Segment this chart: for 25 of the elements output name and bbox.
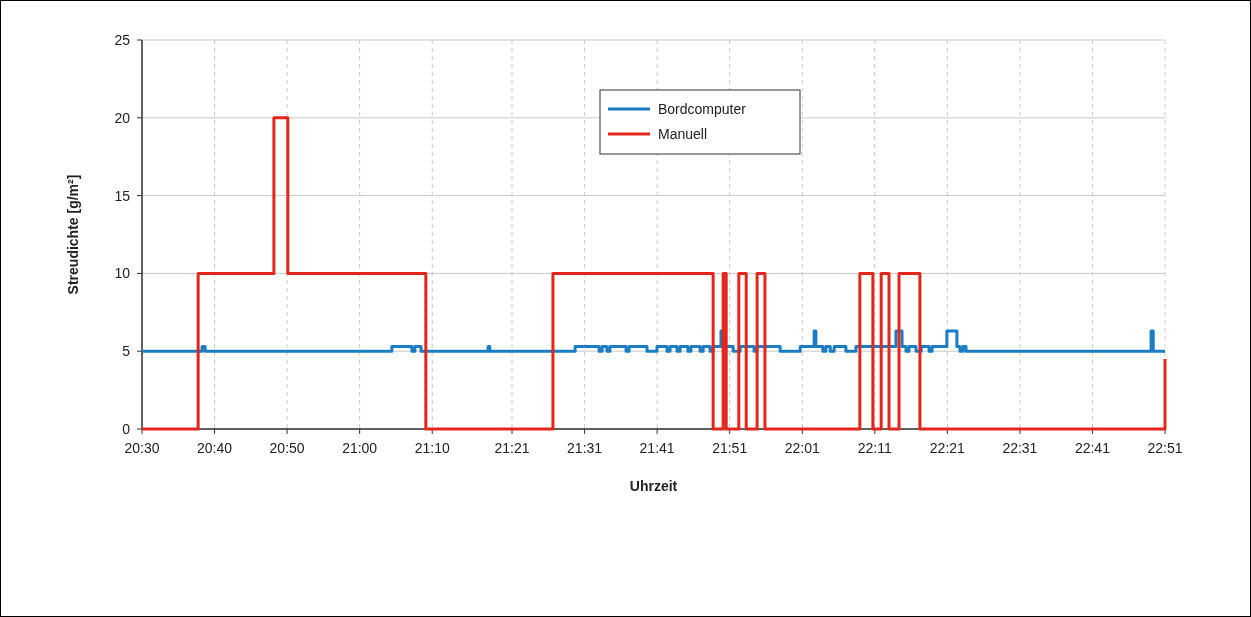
x-tick-label: 21:10 — [414, 440, 450, 456]
legend-label: Manuell — [658, 125, 708, 142]
x-tick-label: 22:31 — [1002, 440, 1038, 456]
x-tick-label: 21:21 — [494, 440, 530, 456]
x-tick-label: 21:51 — [712, 440, 748, 456]
x-tick-label: 22:21 — [929, 440, 966, 456]
y-tick-label: 0 — [122, 420, 131, 437]
x-tick-label: 20:50 — [269, 440, 305, 456]
y-tick-label: 25 — [114, 31, 131, 48]
x-axis-title: Uhrzeit — [629, 478, 678, 494]
legend-label: Bordcomputer — [658, 100, 747, 117]
x-tick-label: 20:30 — [124, 440, 160, 456]
x-tick-label: 20:40 — [197, 440, 233, 456]
y-tick-label: 15 — [114, 187, 131, 204]
y-axis-title: Streudichte [g/m²] — [65, 174, 81, 295]
x-tick-label: 22:01 — [784, 440, 820, 456]
y-tick-label: 10 — [114, 265, 131, 282]
x-tick-label: 22:41 — [1074, 440, 1111, 456]
x-tick-label: 22:11 — [857, 440, 892, 456]
y-tick-label: 5 — [122, 343, 131, 360]
x-tick-label: 21:41 — [639, 440, 675, 456]
x-tick-label: 21:31 — [567, 440, 603, 456]
y-tick-label: 20 — [114, 109, 131, 126]
x-tick-label: 22:51 — [1147, 440, 1183, 456]
x-tick-label: 21:00 — [342, 440, 378, 456]
